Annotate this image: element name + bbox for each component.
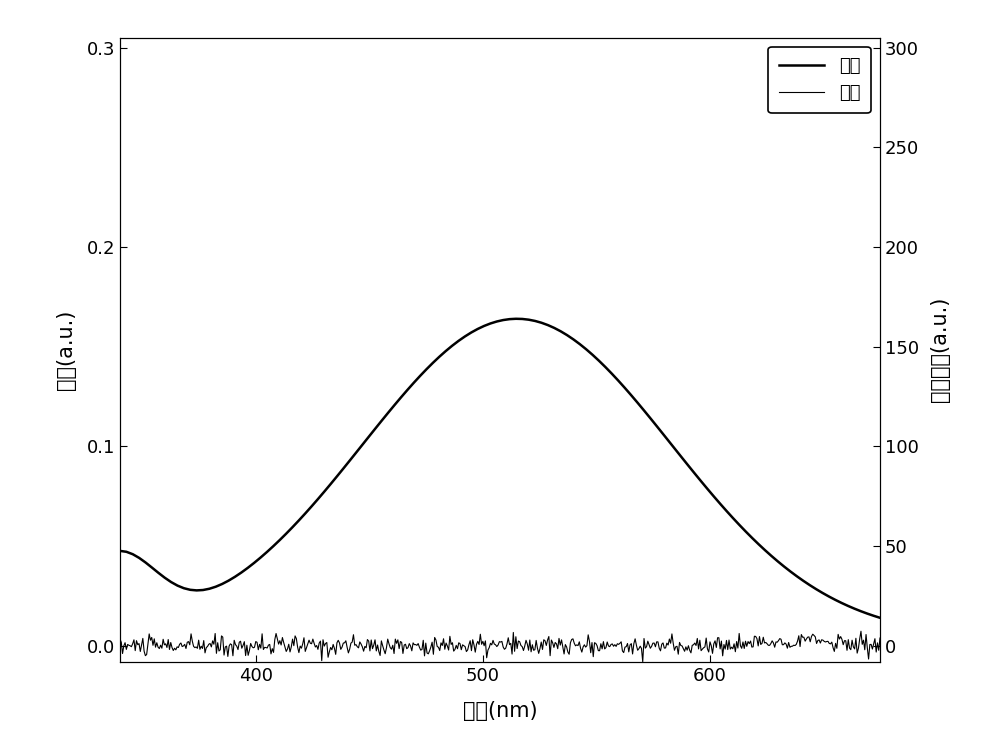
- 吸收: [644, 414, 656, 423]
- 发射: [687, 640, 699, 649]
- 发射: [855, 626, 867, 635]
- 发射: [309, 642, 321, 651]
- 吸收: [274, 535, 286, 544]
- 发射: [562, 647, 574, 656]
- 发射: [248, 643, 260, 652]
- 发射: [114, 635, 126, 644]
- 吸收: [114, 547, 126, 556]
- Y-axis label: 荧光强度(a.u.): 荧光强度(a.u.): [930, 297, 950, 402]
- Line: 吸收: 吸收: [120, 319, 880, 618]
- Legend: 吸收, 发射: 吸收, 发射: [768, 47, 871, 114]
- 发射: [874, 633, 886, 642]
- Line: 发射: 发射: [120, 631, 880, 662]
- 发射: [637, 657, 649, 666]
- 发射: [458, 641, 470, 650]
- 吸收: [318, 487, 330, 496]
- X-axis label: 波长(nm): 波长(nm): [463, 702, 537, 721]
- 发射: [622, 639, 634, 648]
- 吸收: [855, 607, 867, 616]
- 吸收: [721, 507, 733, 516]
- 吸收: [874, 614, 886, 623]
- Y-axis label: 吸收(a.u.): 吸收(a.u.): [56, 310, 76, 390]
- 吸收: [510, 314, 522, 323]
- 吸收: [542, 320, 554, 329]
